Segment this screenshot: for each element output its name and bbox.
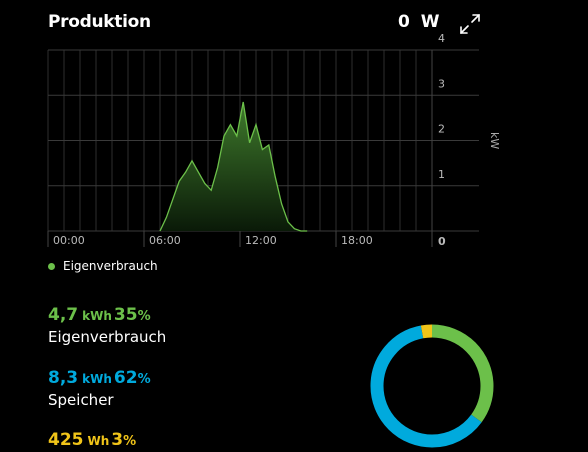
- expand-icon[interactable]: [459, 13, 481, 35]
- production-area: [160, 102, 308, 231]
- chart-axis-ticks: 00:00 06:00 12:00 18:00 4 3 2 1 0: [47, 32, 446, 248]
- stat-percent-sign: %: [137, 372, 151, 387]
- stat-grid: 425 Wh 3%: [48, 430, 136, 450]
- stat-self-use: 4,7 kWh 35%: [48, 305, 151, 325]
- production-line: [159, 101, 308, 232]
- x-tick-label: 06:00: [149, 234, 181, 247]
- stat-storage: 8,3 kWh 62%: [48, 368, 151, 388]
- stat-value: 425: [48, 430, 84, 450]
- stat-percent-sign: %: [123, 434, 137, 449]
- stat-unit: kWh: [82, 372, 112, 386]
- donut-segment-grid: [370, 324, 494, 448]
- y-tick-label: 4: [438, 32, 445, 45]
- current-power-unit: W: [420, 12, 440, 32]
- current-power: 0 W: [398, 12, 440, 32]
- x-tick-label: 18:00: [341, 234, 373, 247]
- stat-percent: 62: [113, 368, 138, 388]
- y-tick-label: 1: [438, 168, 445, 181]
- x-tick-label: 12:00: [245, 234, 277, 247]
- stat-percent: 35: [113, 305, 138, 325]
- stat-percent-sign: %: [137, 309, 151, 324]
- stat-label-storage: Speicher: [48, 391, 114, 409]
- stat-unit: kWh: [82, 309, 112, 323]
- x-tick-label: 00:00: [53, 234, 85, 247]
- distribution-donut: [370, 324, 494, 448]
- panel-title: Produktion: [48, 12, 151, 32]
- stat-value: 8,3: [48, 368, 79, 388]
- y-axis-label: kW: [488, 132, 501, 149]
- legend-label: Eigenverbrauch: [63, 259, 158, 273]
- donut-segment-storage: [370, 324, 494, 448]
- production-chart: 00:00 06:00 12:00 18:00 4 3 2 1 0 kW: [47, 32, 501, 248]
- legend-dot: [48, 262, 55, 270]
- stat-percent: 3: [111, 430, 124, 450]
- y-tick-label: 2: [438, 123, 445, 136]
- stat-label-self-use: Eigenverbrauch: [48, 328, 167, 346]
- stat-unit: Wh: [87, 434, 110, 448]
- y-tick-label: 3: [438, 77, 445, 90]
- chart-legend: Eigenverbrauch: [48, 259, 158, 273]
- stat-value: 4,7: [48, 305, 79, 325]
- current-power-value: 0: [398, 12, 410, 32]
- y-tick-label: 0: [438, 235, 446, 248]
